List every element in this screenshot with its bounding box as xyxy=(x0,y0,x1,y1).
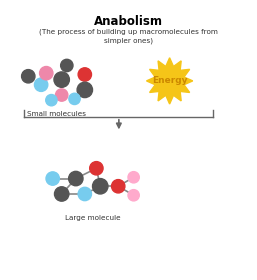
Text: Anabolism: Anabolism xyxy=(94,15,163,28)
Circle shape xyxy=(54,72,69,87)
Text: (The process of building up macromolecules from
simpler ones): (The process of building up macromolecul… xyxy=(39,28,218,44)
Text: Small molecules: Small molecules xyxy=(27,111,86,117)
Circle shape xyxy=(54,187,69,201)
Circle shape xyxy=(112,179,125,193)
Circle shape xyxy=(22,70,35,83)
Circle shape xyxy=(93,179,108,194)
Circle shape xyxy=(69,171,83,186)
Polygon shape xyxy=(146,58,193,104)
Circle shape xyxy=(78,68,91,81)
Circle shape xyxy=(40,66,53,80)
Circle shape xyxy=(69,93,80,104)
Circle shape xyxy=(77,82,93,98)
Circle shape xyxy=(34,78,48,92)
Circle shape xyxy=(78,187,91,201)
Circle shape xyxy=(128,190,139,201)
Text: Large molecule: Large molecule xyxy=(65,215,120,221)
Circle shape xyxy=(56,89,68,101)
Circle shape xyxy=(61,59,73,72)
Circle shape xyxy=(90,162,103,175)
Circle shape xyxy=(46,95,57,106)
Circle shape xyxy=(128,172,139,183)
Circle shape xyxy=(46,172,59,185)
Text: Energy: Energy xyxy=(152,76,187,85)
